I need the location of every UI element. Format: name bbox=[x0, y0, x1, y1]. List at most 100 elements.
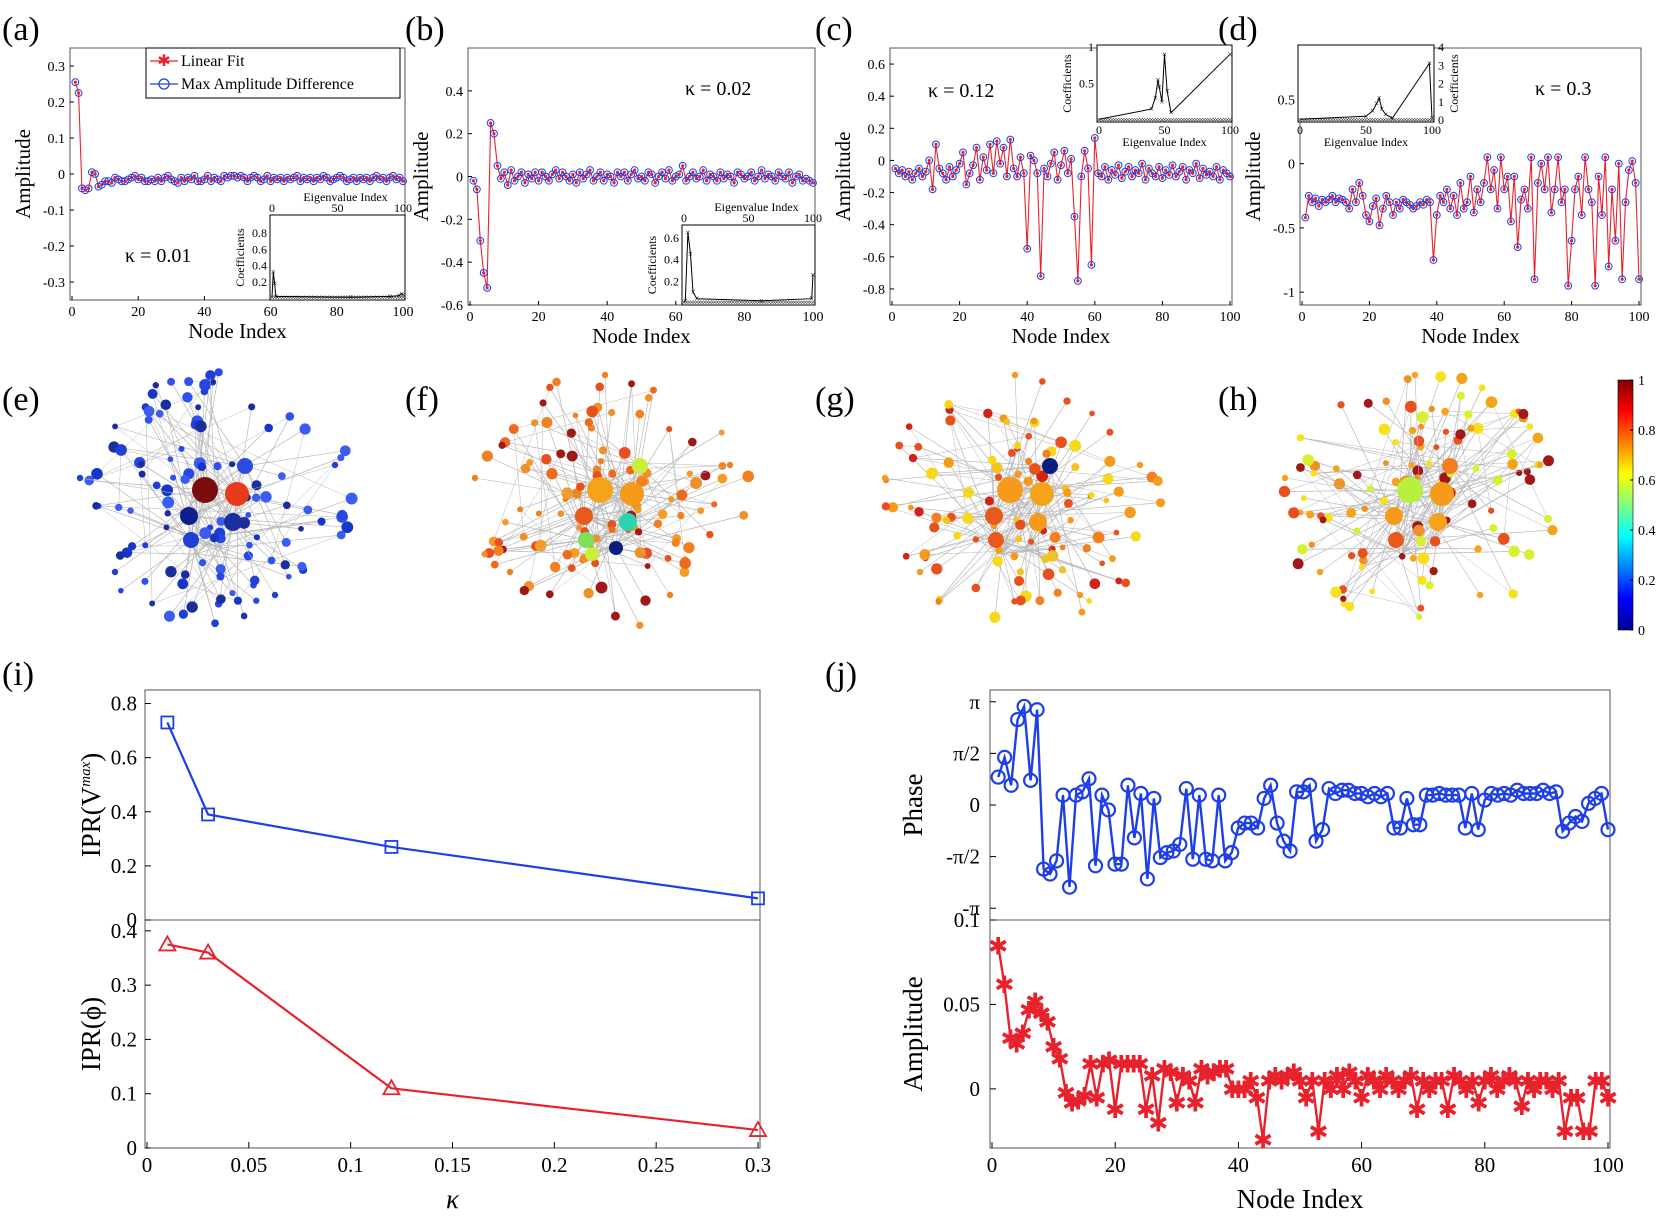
data-point-square bbox=[751, 891, 765, 906]
network-node bbox=[987, 455, 997, 465]
network-hub bbox=[1385, 507, 1403, 525]
x-tick-label: 80 bbox=[1474, 1153, 1495, 1177]
inset-y-tick-label: 4 bbox=[1438, 40, 1444, 54]
data-point-star bbox=[1062, 149, 1066, 153]
data-point-star: ✱ bbox=[1506, 1069, 1526, 1095]
inset-marker: × bbox=[1099, 115, 1104, 124]
network-edge bbox=[1300, 437, 1451, 467]
network-node bbox=[1036, 470, 1049, 483]
data-point-circle bbox=[572, 179, 581, 187]
data-point-star bbox=[995, 139, 999, 143]
data-point-circle bbox=[1101, 162, 1109, 171]
inset-marker: × bbox=[806, 298, 811, 307]
inset-marker: × bbox=[685, 227, 690, 237]
network-hub bbox=[1429, 513, 1447, 531]
data-point-star bbox=[1485, 155, 1489, 159]
network-node bbox=[250, 575, 260, 586]
data-point-star: ✱ bbox=[1185, 1091, 1205, 1117]
data-point-star bbox=[1421, 203, 1425, 207]
data-point-star bbox=[681, 164, 685, 168]
data-point-star: ✱ bbox=[1456, 1078, 1476, 1104]
network-node bbox=[1474, 545, 1482, 553]
data-point-star: ✱ bbox=[1167, 1091, 1187, 1117]
data-point-star bbox=[807, 179, 812, 183]
colorbar-tick-label: 0.4 bbox=[1638, 524, 1656, 539]
network-edge bbox=[892, 465, 1051, 508]
data-point-star bbox=[1489, 187, 1493, 191]
inset-y-tick-label: 0.6 bbox=[664, 231, 679, 245]
data-point-circle bbox=[1436, 191, 1445, 200]
data-point-star bbox=[1576, 174, 1580, 179]
x-tick-label: 20 bbox=[532, 310, 546, 325]
inset-marker: × bbox=[759, 298, 764, 307]
network-node bbox=[1025, 457, 1033, 465]
x-tick-label: 100 bbox=[1629, 310, 1650, 325]
network-node bbox=[1109, 555, 1116, 563]
data-point-star bbox=[93, 172, 97, 176]
inset-marker: × bbox=[1306, 115, 1311, 124]
inset-marker: × bbox=[1165, 86, 1170, 96]
network-node bbox=[152, 382, 159, 389]
network-edge bbox=[1342, 442, 1396, 599]
network-node bbox=[283, 501, 291, 510]
inset-marker: × bbox=[751, 298, 756, 307]
inset-marker: × bbox=[1115, 115, 1120, 124]
network-node bbox=[1023, 476, 1033, 486]
data-point-star bbox=[1214, 165, 1219, 169]
inset-marker: × bbox=[1188, 115, 1193, 124]
network-node bbox=[267, 556, 276, 565]
data-point-star bbox=[780, 174, 784, 179]
network-node bbox=[197, 462, 207, 472]
data-point-star bbox=[626, 179, 630, 183]
data-point-star bbox=[478, 239, 482, 243]
network-edge bbox=[244, 465, 287, 543]
network-node bbox=[1030, 417, 1038, 425]
data-point-circle bbox=[1081, 771, 1097, 787]
network-edge bbox=[1361, 406, 1412, 567]
data-point-circle bbox=[1490, 166, 1498, 174]
network-node bbox=[1347, 552, 1356, 560]
data-point-circle bbox=[785, 168, 793, 177]
data-point-circle bbox=[1426, 198, 1434, 207]
data-point-circle bbox=[1534, 179, 1542, 187]
data-point-star bbox=[519, 170, 524, 174]
data-point-star: ✱ bbox=[1401, 1064, 1421, 1090]
inset-marker: × bbox=[682, 298, 687, 307]
inset-marker: × bbox=[808, 298, 813, 307]
data-point-circle bbox=[1443, 185, 1451, 194]
data-point-star: ✱ bbox=[1370, 1078, 1390, 1104]
data-point-star bbox=[1015, 174, 1019, 179]
network-node bbox=[635, 409, 645, 419]
data-point-circle bbox=[1348, 185, 1357, 194]
y-tick-label: 0.4 bbox=[868, 90, 886, 105]
network-node bbox=[1526, 423, 1534, 430]
network-node bbox=[572, 412, 579, 419]
network-node bbox=[1415, 535, 1427, 547]
y-tick-label: 0 bbox=[58, 168, 65, 183]
data-point-circle bbox=[695, 172, 704, 181]
network-edge bbox=[988, 512, 1131, 517]
network-node bbox=[984, 496, 994, 506]
data-point-star bbox=[650, 172, 654, 176]
network-edge bbox=[583, 422, 590, 517]
network-edge bbox=[513, 428, 524, 537]
inset-line bbox=[683, 232, 814, 303]
data-point-circle bbox=[641, 176, 649, 185]
data-point-star bbox=[295, 174, 299, 178]
network-node bbox=[229, 590, 236, 597]
network-edge bbox=[159, 413, 238, 495]
network-edge bbox=[498, 529, 629, 551]
data-point-circle bbox=[1453, 211, 1461, 219]
data-point-star bbox=[643, 179, 647, 183]
network-edge bbox=[487, 455, 629, 523]
data-point-circle bbox=[952, 166, 961, 174]
network-h bbox=[1278, 371, 1558, 620]
network-node bbox=[1046, 550, 1059, 562]
network-node bbox=[526, 459, 534, 466]
x-tick-label: 20 bbox=[1362, 310, 1376, 325]
network-node bbox=[1340, 595, 1347, 602]
network-edge bbox=[113, 446, 246, 467]
data-point-star: ✱ bbox=[1339, 1061, 1359, 1087]
network-node bbox=[1306, 510, 1315, 519]
inset-marker: × bbox=[1406, 115, 1411, 124]
